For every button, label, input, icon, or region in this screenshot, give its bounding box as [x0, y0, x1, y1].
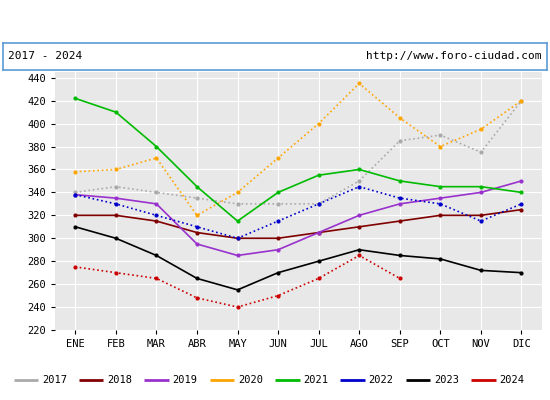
Text: 2021: 2021 — [303, 375, 328, 385]
Text: 2017: 2017 — [42, 375, 67, 385]
Text: 2018: 2018 — [107, 375, 133, 385]
Text: 2024: 2024 — [499, 375, 524, 385]
Text: 2017 - 2024: 2017 - 2024 — [8, 51, 82, 61]
Text: 2020: 2020 — [238, 375, 263, 385]
Text: http://www.foro-ciudad.com: http://www.foro-ciudad.com — [366, 51, 542, 61]
Text: Evolucion del paro registrado en Beas: Evolucion del paro registrado en Beas — [106, 14, 444, 28]
Text: 2022: 2022 — [368, 375, 394, 385]
Text: 2023: 2023 — [434, 375, 459, 385]
Text: 2019: 2019 — [173, 375, 197, 385]
